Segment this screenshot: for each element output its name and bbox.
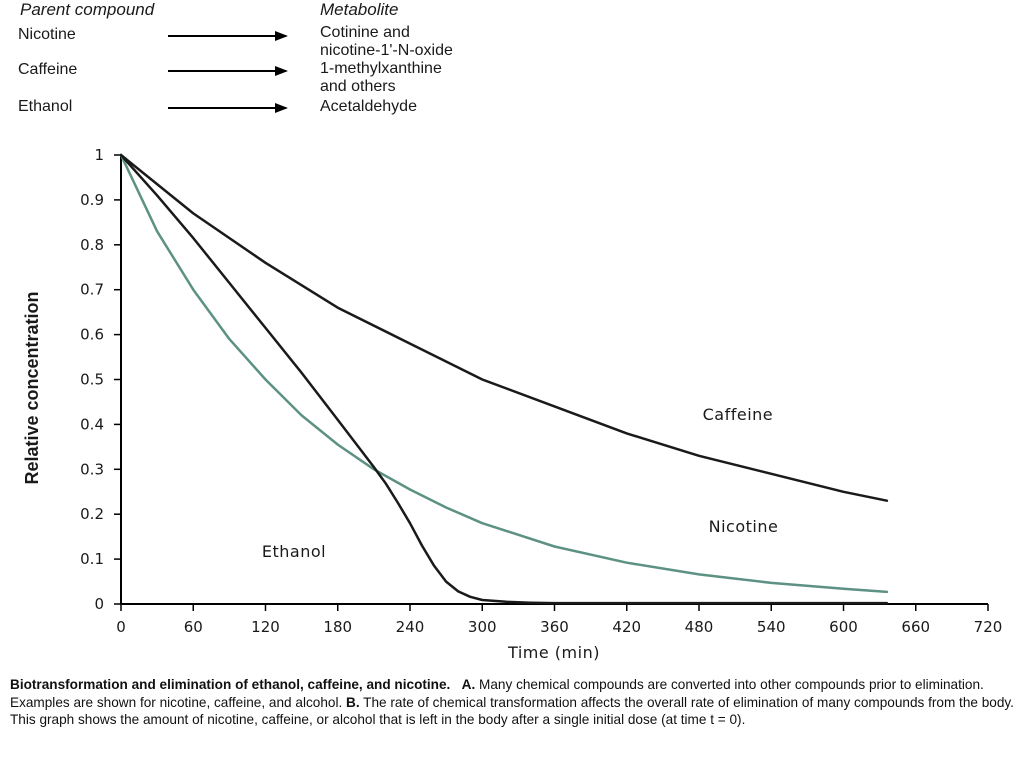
y-tick-label: 0.9 [80, 191, 104, 209]
arrow-icon [168, 66, 288, 76]
y-tick-label: 1 [94, 146, 104, 164]
metabolite-ethanol: Acetaldehyde [320, 98, 417, 116]
x-tick-label: 240 [396, 618, 425, 636]
y-tick-label: 0.1 [80, 550, 104, 568]
y-tick-label: 0.4 [80, 415, 104, 433]
x-tick-label: 600 [829, 618, 858, 636]
series-label-nicotine: Nicotine [709, 517, 779, 536]
caption-label-b: B. [346, 694, 360, 710]
header-metabolite: Metabolite [320, 0, 399, 19]
parent-caffeine: Caffeine [18, 61, 78, 78]
x-tick-label: 660 [901, 618, 930, 636]
x-tick-label: 420 [612, 618, 641, 636]
x-tick-label: 480 [685, 618, 714, 636]
x-axis-label: Time (min) [507, 643, 600, 662]
series-label-caffeine: Caffeine [703, 405, 774, 424]
y-tick-label: 0 [94, 595, 104, 613]
x-tick-label: 300 [468, 618, 497, 636]
metabolite-caffeine: 1-methylxanthine and others [320, 60, 442, 96]
x-tick-label: 720 [974, 618, 1003, 636]
series-line-ethanol [119, 153, 889, 605]
series-line-nicotine [119, 153, 889, 594]
parent-ethanol: Ethanol [18, 98, 73, 115]
metabolite-line: nicotine-1'-N-oxide [320, 42, 453, 59]
y-tick-label: 0.8 [80, 236, 104, 254]
y-tick-label: 0.2 [80, 505, 104, 523]
arrow-icon [168, 31, 288, 41]
x-tick-label: 540 [757, 618, 786, 636]
x-tick-label: 60 [184, 618, 203, 636]
chart-axes: 0 60 120 180 240 300 360 420 480 540 600 660 720 0 0.1… [80, 146, 1002, 636]
series-line-caffeine [119, 153, 889, 502]
header-parent-compound: Parent compound [20, 0, 155, 19]
x-tick-label: 0 [116, 618, 126, 636]
metabolite-line: Cotinine and [320, 24, 410, 41]
x-tick-label: 180 [323, 618, 352, 636]
y-tick-label: 0.3 [80, 460, 104, 478]
chart-series [119, 153, 889, 605]
arrow-icon [168, 103, 288, 113]
y-tick-label: 0.5 [80, 371, 104, 389]
x-tick-label: 360 [540, 618, 569, 636]
caption-text-a: Many chemical compounds are converted in… [10, 677, 984, 710]
metabolite-line: and others [320, 78, 396, 95]
y-axis-label: Relative concentration [22, 291, 42, 484]
series-label-ethanol: Ethanol [262, 542, 326, 561]
parent-nicotine: Nicotine [18, 26, 76, 43]
metabolite-line: Acetaldehyde [320, 98, 417, 115]
caption-text-b: The rate of chemical transformation affe… [10, 694, 1014, 728]
figure-caption: Biotransformation and elimination of eth… [10, 676, 1020, 729]
caption-title: Biotransformation and elimination of eth… [10, 677, 451, 692]
y-tick-label: 0.7 [80, 281, 104, 299]
elimination-chart: 0 60 120 180 240 300 360 420 480 540 600 660 720 0 0.1… [22, 146, 1002, 662]
x-tick-label: 120 [251, 618, 280, 636]
metabolite-line: 1-methylxanthine [320, 60, 442, 77]
chart-annotations: Caffeine Nicotine Ethanol [262, 405, 778, 561]
y-tick-label: 0.6 [80, 326, 104, 344]
metabolite-nicotine: Cotinine and nicotine-1'-N-oxide [320, 24, 453, 60]
caption-label-a: A. [461, 677, 476, 692]
